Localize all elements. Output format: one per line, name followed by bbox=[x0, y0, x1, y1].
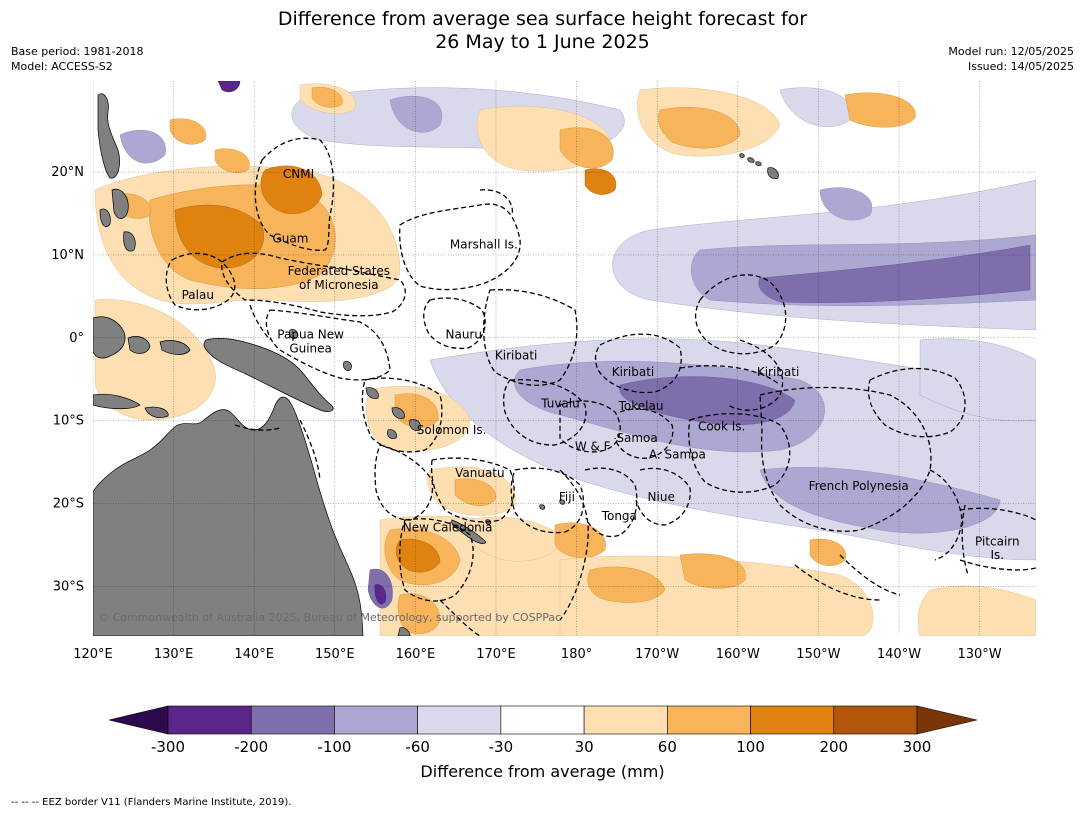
colorbar-extend-high bbox=[916, 705, 978, 735]
philippines-land bbox=[97, 93, 120, 179]
lon-tick-label: 160°W bbox=[716, 647, 760, 662]
region-label: Is. bbox=[991, 548, 1005, 562]
region-label: Pitcairn bbox=[975, 535, 1020, 549]
region-label: French Polynesia bbox=[809, 479, 909, 493]
colorbar-bin bbox=[334, 705, 418, 735]
colorbar-tick-label: -30 bbox=[489, 738, 514, 756]
eez-footnote: -- -- -- EEZ border V11 (Flanders Marine… bbox=[11, 797, 292, 808]
lon-tick-label: 170°E bbox=[476, 647, 516, 662]
region-label: Tokelau bbox=[618, 399, 664, 413]
eez-borders bbox=[165, 137, 1036, 636]
hawaii-land bbox=[767, 167, 779, 179]
colorbar-tick-label: -200 bbox=[234, 738, 268, 756]
new-guinea-land bbox=[203, 338, 334, 412]
anomaly-field bbox=[94, 81, 1036, 636]
land-masses bbox=[93, 93, 779, 636]
region-label: Kiribati bbox=[612, 365, 654, 379]
region-label: W & F bbox=[575, 439, 611, 453]
latitude-labels: 20°N 10°N 0° 10°S 20°S 30°S bbox=[51, 165, 84, 594]
region-label: Kiribati bbox=[757, 365, 799, 379]
colorbar: -300 -200 -100 -60 -30 30 60 100 200 300 bbox=[108, 705, 978, 756]
colorbar-tick-label: 300 bbox=[903, 738, 932, 756]
colorbar-bin bbox=[667, 705, 751, 735]
region-label: Federated States bbox=[288, 264, 390, 278]
chart-title: Difference from average sea surface heig… bbox=[0, 8, 1085, 54]
region-label: Niue bbox=[648, 490, 675, 504]
colorbar-bin bbox=[833, 705, 918, 735]
colorbar-tick-label: 30 bbox=[575, 738, 594, 756]
region-label: Palau bbox=[182, 288, 214, 302]
model-name: Model: ACCESS-S2 bbox=[11, 60, 113, 73]
region-label: Cook Is. bbox=[698, 420, 745, 434]
region-label: Guam bbox=[272, 232, 308, 246]
colorbar-tick-label: -60 bbox=[405, 738, 430, 756]
colorbar-title: Difference from average (mm) bbox=[420, 762, 665, 781]
colorbar-tick-label: -100 bbox=[317, 738, 351, 756]
title-line-1: Difference from average sea surface heig… bbox=[277, 8, 808, 30]
region-label: of Micronesia bbox=[299, 278, 379, 292]
region-label: Tonga bbox=[601, 509, 637, 523]
indonesia-land bbox=[93, 316, 126, 359]
colorbar-tick-label: 200 bbox=[819, 738, 848, 756]
model-run: Model run: 12/05/2025 bbox=[948, 45, 1074, 58]
colorbar-extend-low bbox=[108, 705, 169, 735]
region-label: Vanuatu bbox=[455, 466, 505, 480]
colorbar-bin bbox=[417, 705, 502, 735]
region-label: Marshall Is. bbox=[450, 237, 518, 251]
lon-tick-label: 150°E bbox=[315, 647, 355, 662]
colorbar-tick-label: -300 bbox=[151, 738, 185, 756]
region-label: Fiji bbox=[559, 490, 575, 504]
colorbar-bin bbox=[750, 705, 835, 735]
colorbar-bin bbox=[583, 705, 668, 735]
lon-tick-label: 180° bbox=[561, 647, 592, 662]
lat-tick-label: 20°N bbox=[51, 165, 84, 180]
region-label: CNMI bbox=[283, 167, 314, 181]
lon-tick-label: 140°W bbox=[877, 647, 921, 662]
region-label: New Caledonia bbox=[403, 521, 493, 535]
lat-tick-label: 10°N bbox=[51, 248, 84, 263]
lon-tick-label: 160°E bbox=[396, 647, 436, 662]
lat-tick-label: 20°S bbox=[53, 496, 84, 511]
australia-land bbox=[93, 396, 364, 636]
region-label: Kiribati bbox=[495, 348, 537, 362]
region-label: A. Samoa bbox=[649, 448, 706, 462]
colorbar-tick-label: 100 bbox=[736, 738, 765, 756]
lat-tick-label: 10°S bbox=[53, 414, 84, 429]
region-label: Nauru bbox=[446, 328, 482, 342]
lon-tick-label: 130°W bbox=[957, 647, 1001, 662]
lat-tick-label: 30°S bbox=[53, 579, 84, 594]
region-label: Guinea bbox=[289, 342, 332, 356]
colorbar-bin bbox=[250, 705, 335, 735]
meta-left: Base period: 1981-2018 Model: ACCESS-S2 bbox=[11, 44, 143, 74]
colorbar-bin bbox=[500, 705, 585, 735]
region-label: Solomon Is. bbox=[417, 423, 487, 437]
colorbar-tick-label: 60 bbox=[658, 738, 677, 756]
region-label: Samoa bbox=[616, 431, 657, 445]
region-label: Tuvalu bbox=[540, 396, 580, 410]
lon-tick-label: 170°W bbox=[635, 647, 679, 662]
longitude-labels: 120°E 130°E 140°E 150°E 160°E 170°E 180° 170°W 1… bbox=[73, 647, 1002, 662]
colorbar-bin bbox=[167, 705, 252, 735]
lon-tick-label: 120°E bbox=[73, 647, 113, 662]
title-line-2: 26 May to 1 June 2025 bbox=[435, 31, 650, 53]
lon-tick-label: 140°E bbox=[234, 647, 274, 662]
lon-tick-label: 130°E bbox=[154, 647, 194, 662]
lat-tick-label: 0° bbox=[69, 331, 84, 346]
issued-date: Issued: 14/05/2025 bbox=[967, 60, 1074, 73]
meta-right: Model run: 12/05/2025 Issued: 14/05/2025 bbox=[948, 44, 1074, 74]
base-period: Base period: 1981-2018 bbox=[11, 45, 144, 58]
copyright-notice: © Commonwealth of Australia 2025, Bureau… bbox=[98, 611, 561, 624]
lon-tick-label: 150°W bbox=[796, 647, 840, 662]
region-label: Papua New bbox=[277, 328, 344, 342]
